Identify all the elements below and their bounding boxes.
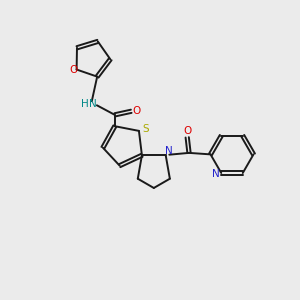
Text: N: N bbox=[165, 146, 173, 156]
Text: S: S bbox=[142, 124, 149, 134]
Text: O: O bbox=[69, 64, 77, 74]
Text: O: O bbox=[183, 126, 191, 136]
Text: H: H bbox=[81, 98, 89, 109]
Text: O: O bbox=[133, 106, 141, 116]
Text: N: N bbox=[212, 169, 220, 179]
Text: N: N bbox=[89, 98, 97, 109]
